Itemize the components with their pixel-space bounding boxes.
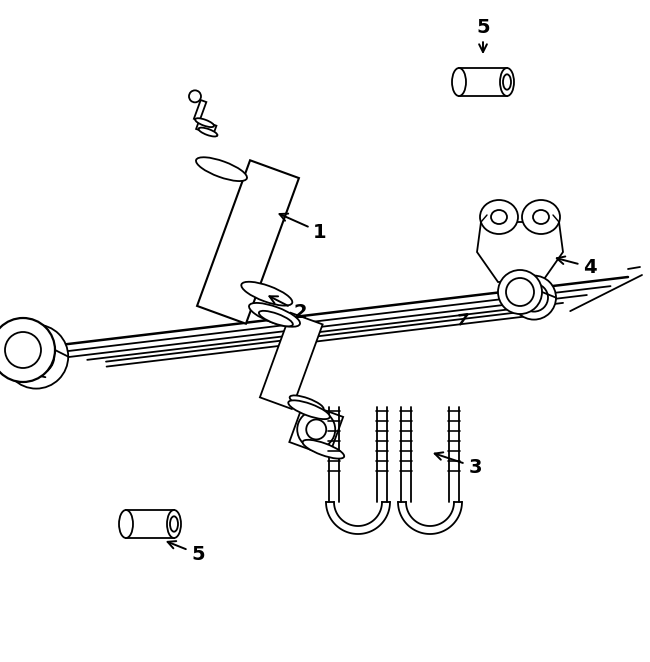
Polygon shape: [260, 312, 322, 409]
Ellipse shape: [506, 278, 534, 306]
Ellipse shape: [18, 338, 54, 375]
Ellipse shape: [5, 332, 41, 368]
Text: 2: 2: [269, 297, 307, 322]
Text: 5: 5: [476, 17, 490, 52]
Ellipse shape: [480, 200, 518, 234]
Ellipse shape: [306, 420, 326, 440]
Ellipse shape: [297, 410, 335, 448]
Polygon shape: [459, 68, 507, 96]
Ellipse shape: [167, 510, 181, 538]
Ellipse shape: [241, 282, 292, 306]
Polygon shape: [197, 160, 299, 324]
Polygon shape: [477, 222, 563, 282]
Ellipse shape: [500, 68, 514, 96]
Text: 1: 1: [280, 214, 327, 242]
Text: 3: 3: [435, 452, 482, 477]
Ellipse shape: [289, 401, 330, 419]
Ellipse shape: [249, 303, 300, 327]
Ellipse shape: [189, 90, 201, 103]
Ellipse shape: [512, 275, 556, 320]
Polygon shape: [194, 100, 206, 121]
Ellipse shape: [452, 68, 466, 96]
Ellipse shape: [196, 158, 247, 181]
Ellipse shape: [522, 200, 560, 234]
Ellipse shape: [290, 395, 324, 411]
Ellipse shape: [303, 440, 345, 459]
Ellipse shape: [503, 74, 511, 89]
Polygon shape: [196, 120, 216, 135]
Ellipse shape: [259, 311, 293, 326]
Ellipse shape: [0, 318, 55, 382]
Ellipse shape: [195, 118, 214, 127]
Ellipse shape: [491, 210, 507, 224]
Ellipse shape: [498, 270, 542, 314]
Ellipse shape: [198, 128, 218, 136]
Polygon shape: [289, 402, 343, 456]
Ellipse shape: [170, 516, 178, 532]
Text: 5: 5: [168, 541, 205, 563]
Ellipse shape: [119, 510, 133, 538]
Ellipse shape: [520, 283, 548, 312]
Text: 4: 4: [557, 256, 597, 277]
Polygon shape: [126, 510, 174, 538]
Ellipse shape: [533, 210, 549, 224]
Ellipse shape: [4, 324, 68, 389]
